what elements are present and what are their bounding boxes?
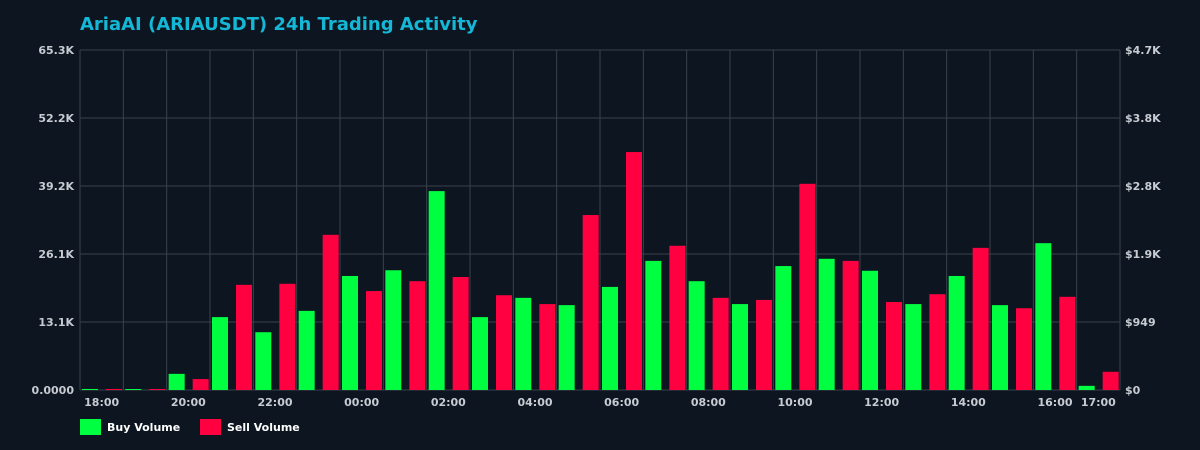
x-tick-label: 22:00	[257, 396, 292, 409]
x-tick-label: 04:00	[517, 396, 552, 409]
x-tick-label: 12:00	[864, 396, 899, 409]
sell-volume-bar	[496, 295, 513, 390]
buy-volume-bar	[732, 304, 749, 390]
sell-volume-bar	[712, 297, 729, 390]
buy-volume-bar	[992, 305, 1009, 390]
x-tick-label: 14:00	[951, 396, 986, 409]
sell-volume-bar	[972, 247, 989, 390]
x-tick-label: 00:00	[344, 396, 379, 409]
sell-volume-bar	[1059, 296, 1076, 390]
sell-volume-bar	[106, 389, 123, 390]
y2-tick-label: $1.9K	[1125, 248, 1161, 261]
legend-buy: Buy Volume	[80, 419, 180, 435]
buy-volume-bar	[515, 297, 532, 390]
buy-volume-bar	[948, 275, 965, 390]
buy-volume-bar	[472, 317, 489, 390]
buy-volume-bar	[125, 389, 142, 390]
x-tick-label: 20:00	[171, 396, 206, 409]
legend-sell-swatch	[200, 419, 221, 435]
sell-volume-bar	[279, 283, 296, 390]
sell-volume-bar	[539, 304, 556, 390]
buy-volume-bar	[1035, 243, 1052, 390]
legend-sell: Sell Volume	[200, 419, 300, 435]
sell-volume-bar	[799, 183, 816, 390]
sell-volume-bar	[886, 302, 903, 390]
y-tick-label: 39.2K	[38, 180, 74, 193]
sell-volume-bar	[756, 299, 773, 390]
legend-buy-swatch	[80, 419, 101, 435]
buy-volume-bar	[905, 304, 922, 390]
buy-volume-bar	[688, 281, 705, 390]
sell-volume-bar	[669, 245, 686, 390]
y-tick-label: 13.1K	[38, 316, 74, 329]
sell-volume-bar	[409, 281, 426, 390]
sell-volume-bar	[842, 260, 859, 390]
buy-volume-bar	[428, 191, 445, 390]
y2-tick-label: $2.8K	[1125, 180, 1161, 193]
buy-volume-bar	[255, 332, 272, 390]
chart-title: AriaAI (ARIAUSDT) 24h Trading Activity	[80, 14, 478, 35]
buy-volume-bar	[1078, 385, 1095, 390]
x-tick-label: 16:00	[1037, 396, 1072, 409]
buy-volume-bar	[862, 270, 879, 390]
buy-volume-bar	[775, 266, 792, 390]
sell-volume-bar	[452, 277, 469, 390]
sell-volume-bar	[1016, 308, 1033, 390]
x-tick-label: 17:00	[1081, 396, 1116, 409]
buy-volume-bar	[558, 305, 575, 390]
sell-volume-bar	[1102, 371, 1119, 390]
buy-volume-bar	[602, 286, 619, 390]
y-tick-label: 65.3K	[38, 44, 74, 57]
x-tick-label: 10:00	[777, 396, 812, 409]
sell-volume-bar	[626, 152, 643, 390]
y-tick-label: 0.0000	[32, 384, 75, 397]
x-tick-label: 06:00	[604, 396, 639, 409]
sell-volume-bar	[192, 379, 209, 390]
sell-volume-bar	[366, 291, 383, 390]
x-tick-label: 02:00	[431, 396, 466, 409]
y2-tick-label: $0	[1125, 384, 1141, 397]
sell-volume-bar	[322, 234, 339, 390]
legend-sell-label: Sell Volume	[227, 420, 300, 434]
buy-volume-bar	[82, 388, 99, 390]
x-tick-label: 18:00	[84, 396, 119, 409]
y-tick-label: 52.2K	[38, 112, 74, 125]
y2-tick-label: $949	[1125, 316, 1156, 329]
sell-volume-bar	[149, 389, 166, 390]
y2-tick-label: $3.8K	[1125, 112, 1161, 125]
buy-volume-bar	[385, 270, 402, 390]
y-tick-label: 26.1K	[38, 248, 74, 261]
buy-volume-bar	[212, 317, 229, 390]
buy-volume-bar	[168, 373, 185, 390]
sell-volume-bar	[929, 294, 946, 390]
y2-tick-label: $4.7K	[1125, 44, 1161, 57]
sell-volume-bar	[236, 284, 253, 390]
x-tick-label: 08:00	[691, 396, 726, 409]
buy-volume-bar	[342, 275, 359, 390]
buy-volume-bar	[298, 310, 315, 390]
sell-volume-bar	[582, 215, 599, 390]
legend-buy-label: Buy Volume	[107, 420, 181, 434]
buy-volume-bar	[645, 260, 662, 390]
buy-volume-bar	[818, 258, 835, 390]
